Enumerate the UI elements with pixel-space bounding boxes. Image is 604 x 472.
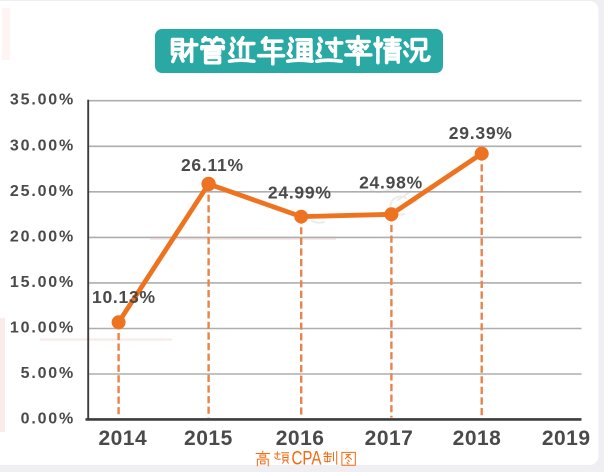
svg-text:10.13%: 10.13%: [92, 287, 156, 307]
svg-text:2016: 2016: [276, 427, 325, 450]
svg-text:10.00%: 10.00%: [10, 320, 75, 337]
svg-text:24.99%: 24.99%: [268, 182, 332, 202]
svg-text:2014: 2014: [98, 427, 147, 450]
svg-text:24.98%: 24.98%: [359, 173, 423, 193]
svg-text:CPA: CPA: [292, 448, 322, 470]
svg-text:2019: 2019: [542, 427, 591, 450]
svg-text:2015: 2015: [184, 427, 233, 450]
svg-text:2018: 2018: [453, 427, 502, 450]
svg-text:26.11%: 26.11%: [181, 155, 244, 175]
svg-text:29.39%: 29.39%: [449, 123, 513, 143]
svg-text:2017: 2017: [365, 427, 414, 450]
svg-text:5.00%: 5.00%: [21, 365, 75, 382]
svg-text:30.00%: 30.00%: [10, 137, 75, 154]
svg-text:25.00%: 25.00%: [10, 183, 75, 200]
svg-text:35.00%: 35.00%: [10, 92, 75, 109]
svg-text:20.00%: 20.00%: [10, 228, 75, 245]
svg-text:0.00%: 0.00%: [21, 410, 75, 427]
svg-text:15.00%: 15.00%: [10, 274, 75, 291]
